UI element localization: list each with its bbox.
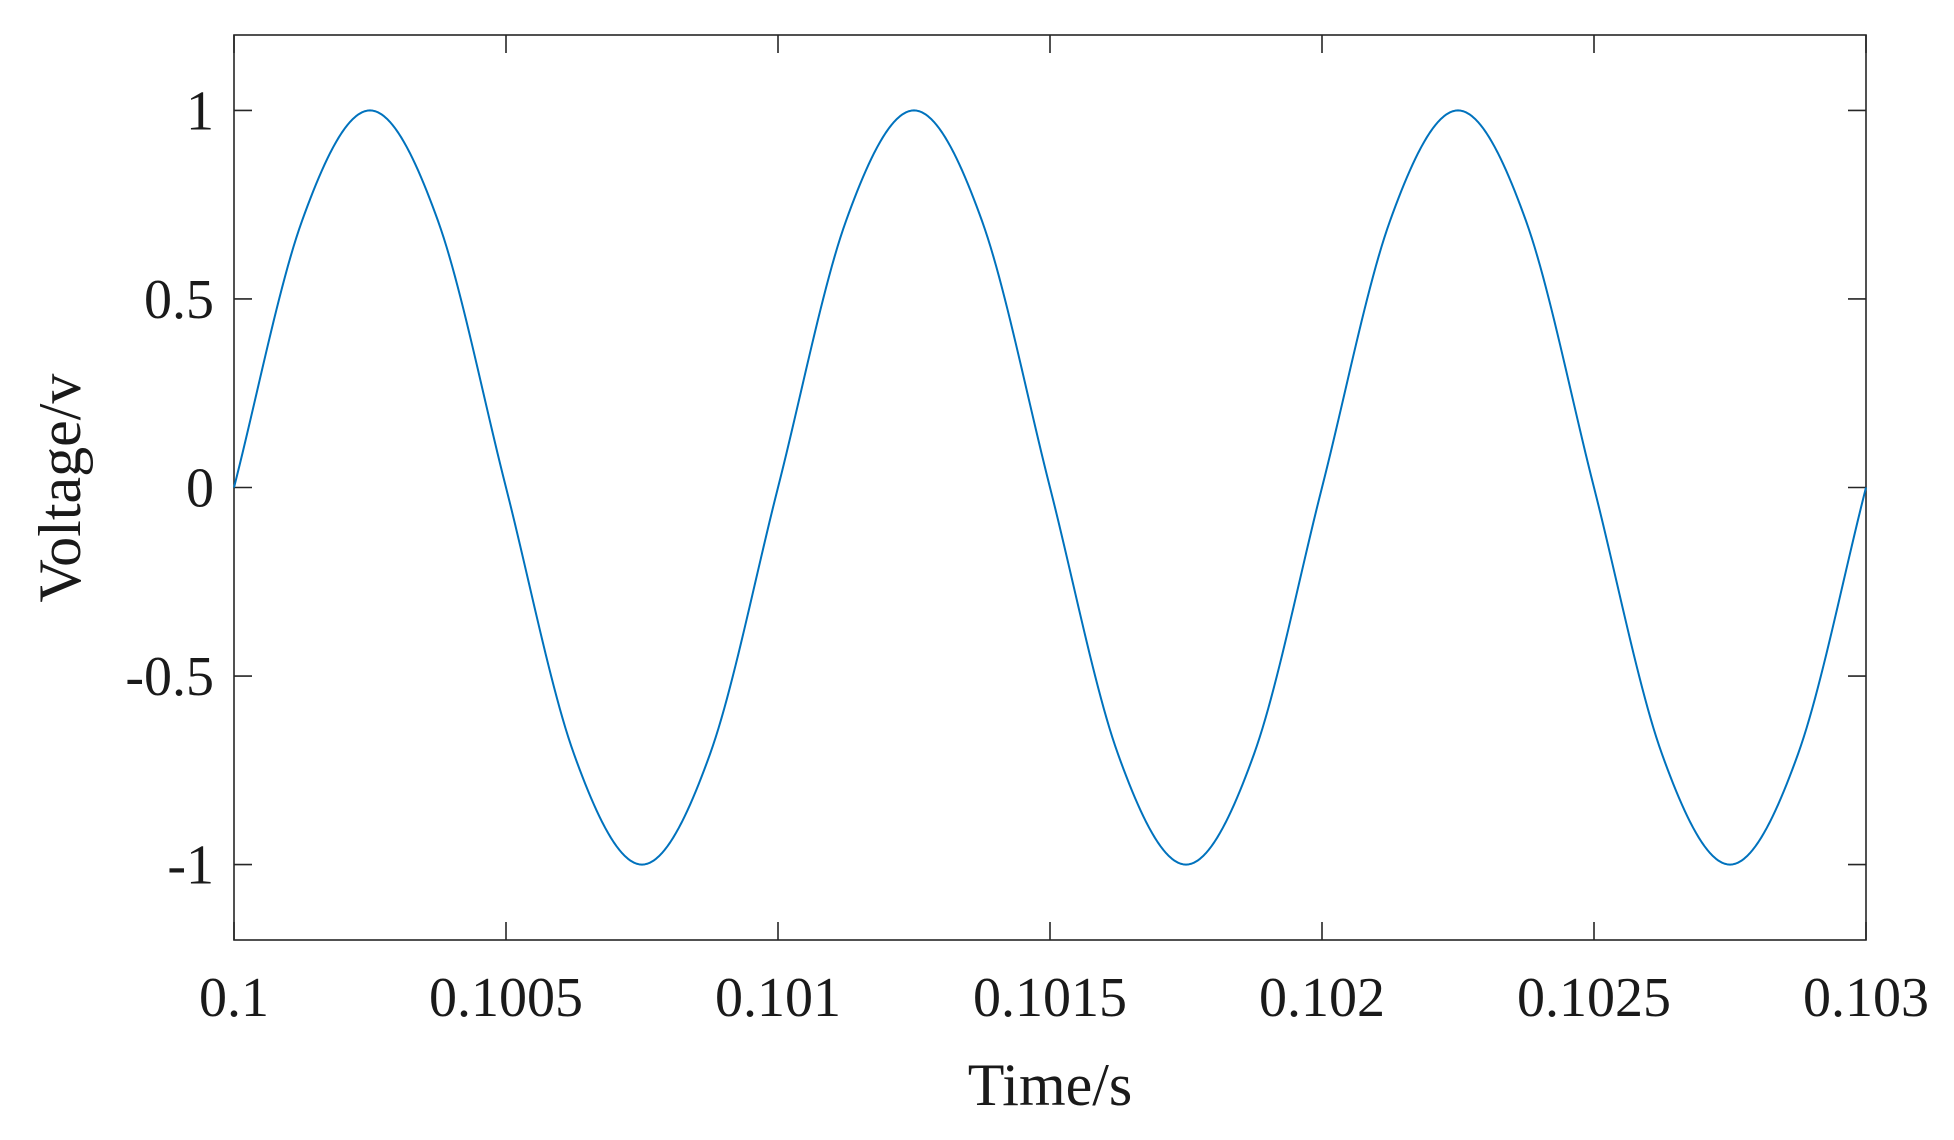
x-tick-label: 0.1 (199, 967, 269, 1029)
y-axis-label: Voltage/v (27, 374, 93, 603)
y-tick-label: 0 (186, 458, 214, 520)
x-tick-label: 0.103 (1803, 967, 1929, 1029)
x-axis-label: Time/s (968, 1052, 1133, 1118)
x-tick-label: 0.1015 (973, 967, 1127, 1029)
x-tick-label: 0.1005 (429, 967, 583, 1029)
y-tick-label: 0.5 (144, 269, 214, 331)
y-tick-label: -1 (167, 835, 214, 897)
x-tick-label: 0.102 (1259, 967, 1385, 1029)
series-line-0 (233, 109, 1867, 866)
y-axis-ticks: 1 0.5 0 -0.5 -1 (125, 80, 1866, 897)
y-tick-label: 1 (186, 80, 214, 142)
x-tick-label: 0.101 (715, 967, 841, 1029)
series-layer (233, 109, 1867, 866)
y-tick-label: -0.5 (125, 646, 214, 708)
x-axis-ticks: 0.1 0.1005 0.101 0.1015 0.102 0.1025 0.103 (199, 35, 1929, 1029)
x-tick-label: 0.1025 (1517, 967, 1671, 1029)
